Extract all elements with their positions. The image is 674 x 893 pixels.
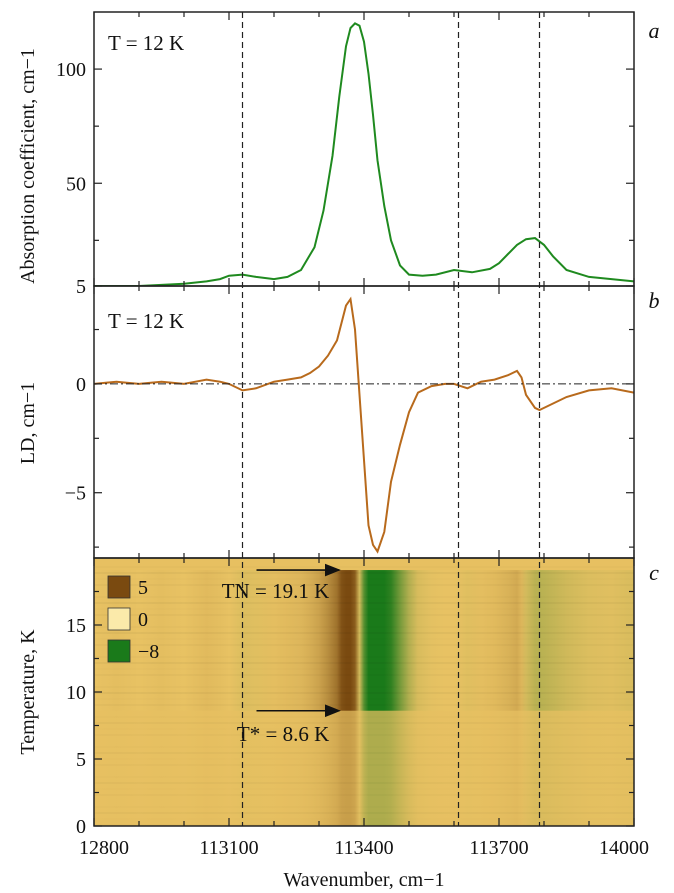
- ytick-c-10: 10: [66, 682, 86, 704]
- xtick-12800: 12800: [79, 837, 129, 859]
- temperature-annotation-a: T = 12 K: [108, 31, 184, 55]
- heatmap-stripe: [94, 704, 634, 706]
- temperature-annotation-b: T = 12 K: [108, 309, 184, 333]
- y-tick-labels-a: 100 50 5: [56, 59, 86, 298]
- y-axis-label-c: Temperature, K: [17, 629, 39, 755]
- ytick-a-5: 5: [76, 276, 86, 298]
- ytick-b-minus5: −5: [65, 483, 86, 505]
- heatmap-panel: [94, 558, 634, 826]
- heatmap-stripe: [94, 614, 634, 616]
- heatmap-stripe: [94, 578, 634, 580]
- heatmap-stripe: [94, 632, 634, 634]
- heatmap-stripe: [94, 698, 634, 700]
- ld-line: [94, 296, 634, 554]
- legend-swatch-minus8: [107, 639, 131, 663]
- heatmap-stripe: [94, 656, 634, 658]
- xtick-13400: 113400: [334, 837, 393, 859]
- legend-label-0: 0: [138, 609, 148, 631]
- y-tick-labels-c: 15 10 5 0: [66, 615, 86, 838]
- legend-swatch-0: [107, 607, 131, 631]
- heatmap-low-band: [94, 710, 634, 826]
- heatmap-stripe: [94, 626, 634, 628]
- ytick-b-0: 0: [76, 374, 86, 396]
- heatmap-stripe: [94, 602, 634, 604]
- heatmap-stripe: [94, 566, 634, 568]
- heatmap-stripe: [94, 638, 634, 640]
- absorption-line: [94, 22, 634, 286]
- y-tick-labels-b: 0 −5: [65, 374, 86, 505]
- ytick-c-0: 0: [76, 816, 86, 838]
- vertical-markers: [241, 12, 541, 826]
- heatmap-stripe: [94, 608, 634, 610]
- heatmap-stripe: [94, 644, 634, 646]
- ytick-a-100: 100: [56, 59, 86, 81]
- heatmap-stripe: [94, 596, 634, 598]
- heatmap-stripe: [94, 572, 634, 574]
- heatmap-legend: 5 0 −8: [107, 575, 159, 663]
- heatmap-stripe: [94, 674, 634, 676]
- heatmap-stripe: [94, 584, 634, 586]
- xtick-14000: 14000: [599, 837, 649, 859]
- x-axis-label: Wavenumber, cm−1: [283, 869, 444, 891]
- legend-swatch-5: [107, 575, 131, 599]
- ytick-c-5: 5: [76, 749, 86, 771]
- tstar-annotation: T* = 8.6 K: [237, 722, 329, 746]
- panel-label-c: c: [649, 560, 659, 585]
- y-axis-label-a: Absorption coefficient, cm−1: [17, 48, 39, 284]
- heatmap-stripe: [94, 662, 634, 664]
- legend-label-5: 5: [138, 577, 148, 599]
- x-tick-labels: 12800 113100 113400 113700 14000: [79, 837, 649, 859]
- ytick-c-15: 15: [66, 615, 86, 637]
- heatmap-band: [94, 570, 634, 711]
- axis-ticks: [93, 12, 635, 827]
- xtick-13100: 113100: [199, 837, 258, 859]
- heatmap-stripe: [94, 692, 634, 694]
- heatmap-stripe: [94, 686, 634, 688]
- heatmap-stripe: [94, 668, 634, 670]
- panel-label-a: a: [649, 18, 660, 43]
- tn-annotation: TN = 19.1 K: [222, 579, 330, 603]
- y-axis-label-b: LD, cm−1: [17, 382, 39, 464]
- panel-label-b: b: [649, 288, 660, 313]
- xtick-13700: 113700: [469, 837, 528, 859]
- legend-label-minus8: −8: [138, 641, 159, 663]
- ytick-a-50: 50: [66, 173, 86, 195]
